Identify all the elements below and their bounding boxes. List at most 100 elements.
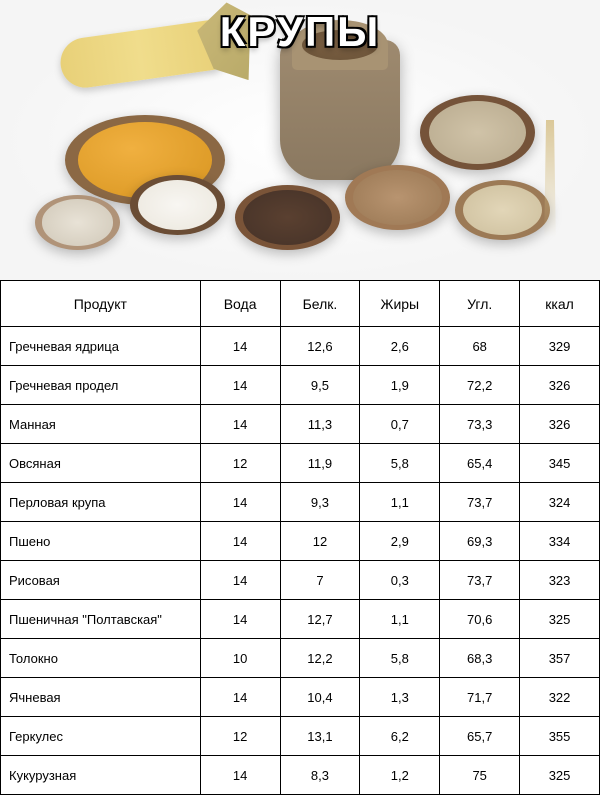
table-cell: Овсяная — [1, 444, 201, 483]
col-kcal: ккал — [520, 281, 600, 327]
table-row: Пшеничная "Полтавская"1412,71,170,6325 — [1, 600, 600, 639]
grain-bowl-icon — [235, 185, 340, 250]
table-cell: 9,5 — [280, 366, 360, 405]
table-cell: 5,8 — [360, 444, 440, 483]
table-cell: 65,7 — [440, 717, 520, 756]
table-cell: Геркулес — [1, 717, 201, 756]
table-cell: 0,3 — [360, 561, 440, 600]
table-cell: 1,1 — [360, 483, 440, 522]
table-cell: Рисовая — [1, 561, 201, 600]
hero-image: Крупы — [0, 0, 600, 280]
table-cell: 1,9 — [360, 366, 440, 405]
table-cell: 325 — [520, 756, 600, 795]
table-cell: 0,7 — [360, 405, 440, 444]
table-cell: 324 — [520, 483, 600, 522]
col-protein: Белк. — [280, 281, 360, 327]
table-cell: 2,9 — [360, 522, 440, 561]
col-water: Вода — [200, 281, 280, 327]
grain-bowl-icon — [35, 195, 120, 250]
table-cell: Пшено — [1, 522, 201, 561]
table-cell: 322 — [520, 678, 600, 717]
table-row: Гречневая ядрица1412,62,668329 — [1, 327, 600, 366]
grain-sack-icon — [280, 40, 400, 180]
col-carbs: Угл. — [440, 281, 520, 327]
table-cell: 75 — [440, 756, 520, 795]
table-cell: 72,2 — [440, 366, 520, 405]
corn-icon — [57, 19, 222, 91]
grain-bowl-icon — [420, 95, 535, 170]
table-cell: 1,1 — [360, 600, 440, 639]
table-cell: 14 — [200, 405, 280, 444]
grain-bowl-icon — [130, 175, 225, 235]
table-cell: 355 — [520, 717, 600, 756]
table-row: Овсяная1211,95,865,4345 — [1, 444, 600, 483]
table-cell: 14 — [200, 483, 280, 522]
table-cell: Манная — [1, 405, 201, 444]
col-fat: Жиры — [360, 281, 440, 327]
table-cell: 14 — [200, 678, 280, 717]
table-cell: 73,7 — [440, 483, 520, 522]
table-cell: 71,7 — [440, 678, 520, 717]
table-cell: 11,9 — [280, 444, 360, 483]
nutrition-table: Продукт Вода Белк. Жиры Угл. ккал Гречне… — [0, 280, 600, 795]
table-cell: 12,2 — [280, 639, 360, 678]
table-row: Манная1411,30,773,3326 — [1, 405, 600, 444]
grain-bowl-icon — [455, 180, 550, 240]
table-row: Пшено14122,969,3334 — [1, 522, 600, 561]
col-product: Продукт — [1, 281, 201, 327]
table-cell: 12,6 — [280, 327, 360, 366]
table-cell: Ячневая — [1, 678, 201, 717]
table-cell: 10 — [200, 639, 280, 678]
table-cell: 2,6 — [360, 327, 440, 366]
table-cell: 326 — [520, 405, 600, 444]
table-body: Гречневая ядрица1412,62,668329Гречневая … — [1, 327, 600, 795]
table-cell: 73,3 — [440, 405, 520, 444]
table-cell: 7 — [280, 561, 360, 600]
table-cell: Пшеничная "Полтавская" — [1, 600, 201, 639]
page-title: Крупы — [220, 8, 381, 56]
table-cell: 14 — [200, 366, 280, 405]
table-header-row: Продукт Вода Белк. Жиры Угл. ккал — [1, 281, 600, 327]
table-cell: 12 — [280, 522, 360, 561]
table-row: Рисовая1470,373,7323 — [1, 561, 600, 600]
table-cell: 12,7 — [280, 600, 360, 639]
table-cell: 65,4 — [440, 444, 520, 483]
table-row: Перловая крупа149,31,173,7324 — [1, 483, 600, 522]
table-row: Гречневая продел149,51,972,2326 — [1, 366, 600, 405]
table-cell: 14 — [200, 561, 280, 600]
table-cell: 5,8 — [360, 639, 440, 678]
table-cell: Кукурузная — [1, 756, 201, 795]
table-cell: 12 — [200, 444, 280, 483]
table-cell: 1,3 — [360, 678, 440, 717]
table-cell: 345 — [520, 444, 600, 483]
table-cell: 14 — [200, 522, 280, 561]
table-cell: 11,3 — [280, 405, 360, 444]
table-cell: 329 — [520, 327, 600, 366]
table-cell: 70,6 — [440, 600, 520, 639]
table-cell: 14 — [200, 756, 280, 795]
table-row: Ячневая1410,41,371,7322 — [1, 678, 600, 717]
table-cell: 325 — [520, 600, 600, 639]
table-cell: 68 — [440, 327, 520, 366]
table-row: Геркулес1213,16,265,7355 — [1, 717, 600, 756]
table-cell: 1,2 — [360, 756, 440, 795]
table-cell: 8,3 — [280, 756, 360, 795]
table-cell: 68,3 — [440, 639, 520, 678]
table-cell: 14 — [200, 327, 280, 366]
table-cell: 323 — [520, 561, 600, 600]
table-cell: 10,4 — [280, 678, 360, 717]
table-cell: 14 — [200, 600, 280, 639]
table-cell: Гречневая ядрица — [1, 327, 201, 366]
table-cell: Гречневая продел — [1, 366, 201, 405]
table-cell: Толокно — [1, 639, 201, 678]
table-cell: Перловая крупа — [1, 483, 201, 522]
table-cell: 12 — [200, 717, 280, 756]
table-row: Толокно1012,25,868,3357 — [1, 639, 600, 678]
table-cell: 6,2 — [360, 717, 440, 756]
table-cell: 326 — [520, 366, 600, 405]
grain-bowl-icon — [345, 165, 450, 230]
table-cell: 73,7 — [440, 561, 520, 600]
table-cell: 357 — [520, 639, 600, 678]
table-cell: 334 — [520, 522, 600, 561]
table-cell: 13,1 — [280, 717, 360, 756]
